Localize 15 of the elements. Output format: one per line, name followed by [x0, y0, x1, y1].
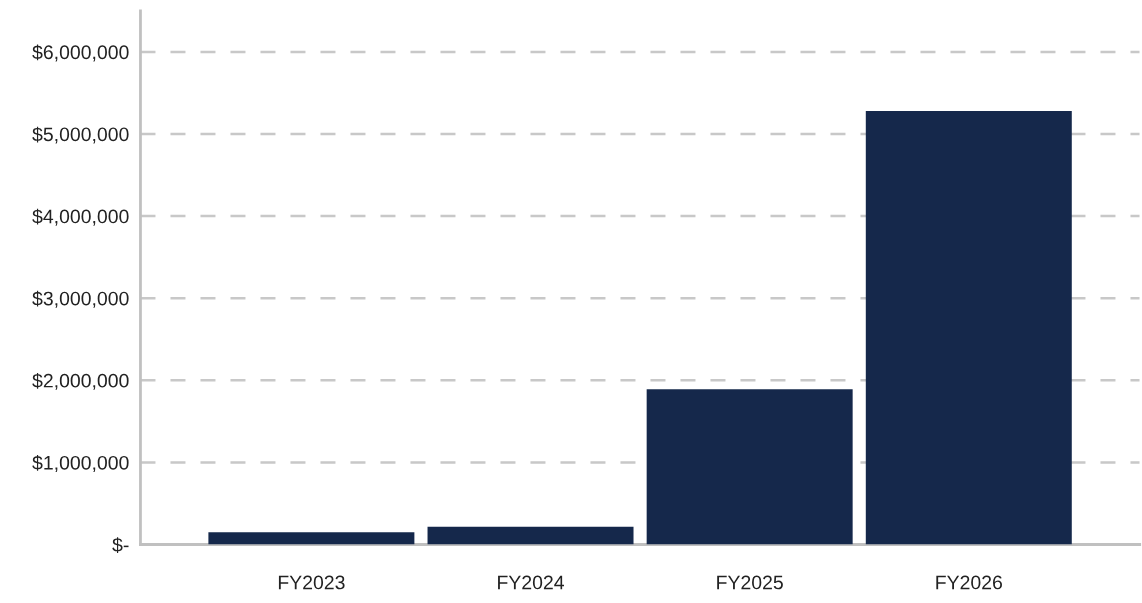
x-tick-label: FY2023 — [278, 575, 345, 590]
y-tick-label: $2,000,000 — [32, 372, 129, 390]
bar — [208, 532, 415, 545]
bar — [865, 111, 1072, 545]
y-tick-label: $6,000,000 — [32, 44, 129, 62]
y-tick-label: $4,000,000 — [32, 208, 129, 226]
y-tick-label: $5,000,000 — [32, 126, 129, 144]
bar — [427, 526, 634, 545]
y-tick-label: $- — [112, 537, 129, 553]
x-tick-label: FY2024 — [498, 575, 565, 590]
y-tick-label: $3,000,000 — [32, 290, 129, 308]
bar — [646, 389, 853, 545]
x-tick-label: FY2026 — [936, 575, 1002, 590]
x-tick-label: FY2025 — [717, 575, 783, 590]
y-tick-label: $1,000,000 — [32, 455, 129, 472]
